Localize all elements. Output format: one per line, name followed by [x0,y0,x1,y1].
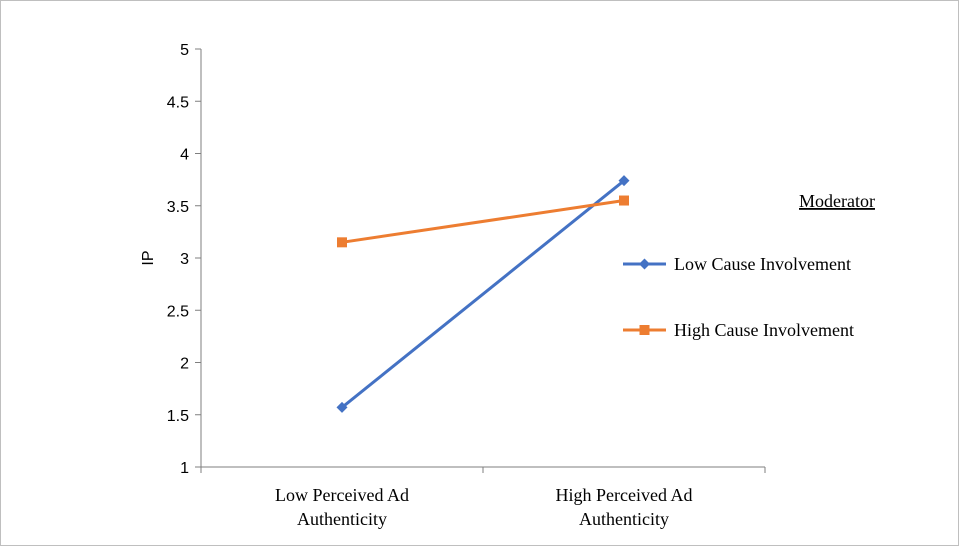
y-tick-label: 4 [180,147,189,164]
data-point [619,195,629,206]
legend-item: High Cause Involvement [623,320,854,340]
legend-label: Low Cause Involvement [674,254,851,274]
y-tick-label: 2.5 [167,303,189,320]
y-tick-label: 1.5 [167,408,189,425]
x-category-label: Authenticity [579,509,669,529]
series-low-cause-involvement [336,175,630,413]
y-axis-label: IP [140,250,157,265]
data-point [337,237,347,248]
series-layer [336,175,630,413]
y-tick-label: 4.5 [167,94,189,111]
y-tick-label: 3 [180,251,189,268]
legend-marker [639,325,650,335]
data-point [336,401,348,413]
y-tick-label: 2 [180,356,189,373]
legend: Moderator Low Cause Involvement High Cause… [623,191,875,340]
series-high-cause-involvement [337,195,629,248]
x-category-label: Authenticity [297,509,387,529]
series-line [341,179,625,409]
y-tick-label: 3.5 [167,199,189,216]
data-point [618,175,630,187]
x-category-label: High Perceived Ad [556,485,693,505]
series-line [341,199,625,244]
legend-title: Moderator [799,191,875,211]
axes: 1 1.5 2 2.5 3 3.5 4 4.5 5 Low Perceived Ad Authent… [140,42,766,529]
legend-item: Low Cause Involvement [623,254,851,274]
y-tick-label: 5 [180,42,189,59]
x-category-label: Low Perceived Ad [275,485,409,505]
y-tick-label: 1 [180,460,189,477]
legend-label: High Cause Involvement [674,320,854,340]
legend-marker [639,258,650,270]
